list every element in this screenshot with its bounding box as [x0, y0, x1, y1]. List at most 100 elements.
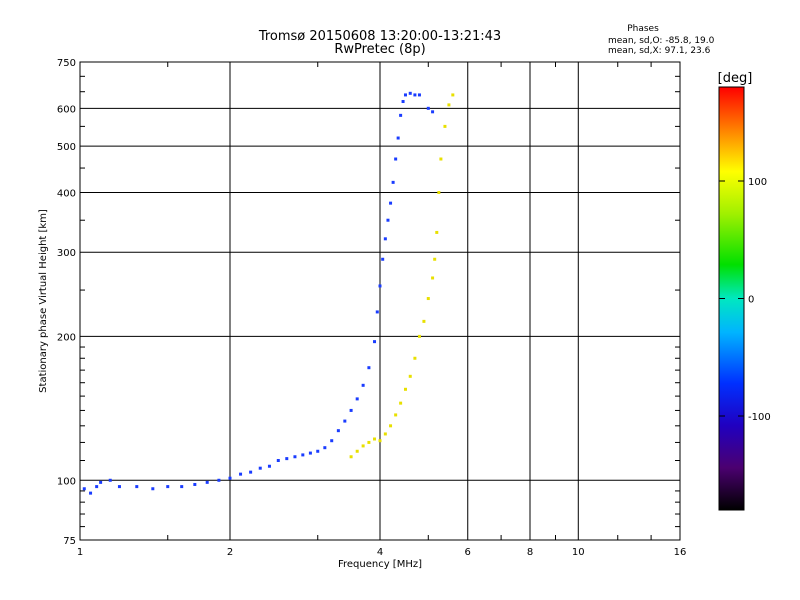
data-point-o: [426, 106, 430, 110]
x-tick-label: 10: [572, 547, 585, 558]
y-tick-label: 75: [63, 536, 76, 547]
y-tick-label: 200: [57, 332, 76, 343]
data-point-x: [399, 401, 403, 405]
legend-line-x: mean, sd,X: 97.1, 23.6: [608, 46, 711, 56]
data-point-x: [361, 444, 365, 448]
data-point-o: [403, 93, 407, 97]
data-point-x: [394, 413, 398, 417]
data-point-x: [433, 257, 437, 261]
data-point-o: [323, 446, 327, 450]
data-point-o: [401, 100, 405, 104]
data-point-o: [308, 451, 312, 455]
data-point-o: [378, 284, 382, 288]
data-point-o: [336, 429, 340, 433]
data-point-o: [349, 408, 353, 412]
data-point-o: [330, 439, 334, 443]
legend-line-o: mean, sd,O: -85.8, 19.0: [608, 36, 715, 46]
data-point-o: [361, 383, 365, 387]
data-point-o: [343, 419, 347, 423]
data-point-o: [417, 93, 421, 97]
data-point-o: [217, 478, 221, 482]
data-point-o: [316, 449, 320, 453]
data-point-o: [166, 485, 170, 489]
x-tick-label: 1: [77, 547, 83, 558]
data-point-o: [285, 457, 289, 461]
data-point-o: [391, 180, 395, 184]
data-point-x: [413, 356, 417, 360]
x-tick-label: 6: [465, 547, 471, 558]
data-point-o: [293, 455, 297, 459]
data-point-o: [99, 480, 103, 484]
x-tick-label: 8: [527, 547, 533, 558]
data-point-x: [355, 449, 359, 453]
y-tick-label: 600: [57, 104, 76, 115]
data-point-o: [276, 458, 280, 462]
y-axis-label: Stationary phase Virtual Height [km]: [38, 209, 49, 393]
data-point-o: [249, 470, 253, 474]
data-point-x: [426, 297, 430, 301]
data-point-x: [443, 124, 447, 128]
data-point-o: [95, 485, 99, 489]
data-point-o: [389, 201, 393, 205]
data-point-o: [82, 487, 86, 491]
y-tick-label: 750: [57, 58, 76, 69]
data-point-x: [437, 190, 441, 194]
data-point-x: [422, 319, 426, 323]
data-point-o: [408, 91, 412, 95]
data-point-o: [89, 491, 93, 495]
data-point-o: [367, 366, 371, 370]
x-tick-label: 4: [377, 547, 383, 558]
x-axis-ticks: 1 2 4 6 8 10 16: [77, 62, 686, 558]
colorbar-tick-label: -100: [748, 412, 771, 423]
data-point-x: [447, 103, 451, 107]
data-point-o: [258, 466, 262, 470]
y-axis-ticks: 75 100 200 300 400 500 600 750: [57, 58, 680, 547]
data-point-o: [239, 472, 243, 476]
data-point-o: [355, 397, 359, 401]
data-point-x: [389, 424, 393, 428]
data-point-o: [375, 310, 379, 314]
data-point-o: [205, 480, 209, 484]
data-points: [82, 91, 455, 495]
chart-title: Tromsø 20150608 13:20:00-13:21:43: [258, 29, 501, 44]
colorbar-label: [deg]: [718, 71, 753, 86]
data-point-x: [451, 93, 455, 97]
data-point-o: [386, 218, 390, 222]
legend-title: Phases: [627, 24, 659, 34]
data-point-x: [417, 334, 421, 338]
data-point-x: [431, 276, 435, 280]
data-point-o: [108, 478, 112, 482]
data-point-o: [383, 237, 387, 241]
data-point-x: [408, 374, 412, 378]
data-point-x: [367, 440, 371, 444]
x-axis-label: Frequency [MHz]: [338, 559, 422, 570]
data-point-o: [381, 257, 385, 261]
data-point-o: [151, 487, 155, 491]
data-point-o: [117, 485, 121, 489]
data-point-o: [399, 113, 403, 117]
x-tick-label: 2: [227, 547, 233, 558]
data-point-o: [396, 136, 400, 140]
data-point-x: [373, 437, 377, 441]
chart-subtitle: RwPretec (8p): [334, 42, 425, 57]
data-point-x: [378, 439, 382, 443]
y-tick-label: 100: [57, 476, 76, 487]
data-point-x: [383, 432, 387, 436]
data-point-o: [135, 485, 139, 489]
data-point-x: [439, 157, 443, 161]
colorbar-tick-label: 0: [748, 295, 754, 306]
data-point-x: [435, 230, 439, 234]
data-point-o: [301, 453, 305, 457]
data-point-o: [394, 157, 398, 161]
y-tick-label: 400: [57, 188, 76, 199]
colorbar-ticks: 100 0 -100: [719, 177, 771, 423]
colorbar-tick-label: 100: [748, 177, 767, 188]
data-point-o: [267, 464, 271, 468]
data-point-o: [373, 340, 377, 344]
y-tick-label: 500: [57, 142, 76, 153]
data-point-o: [180, 485, 184, 489]
data-point-o: [193, 482, 197, 486]
data-point-o: [413, 93, 417, 97]
y-tick-label: 300: [57, 248, 76, 259]
